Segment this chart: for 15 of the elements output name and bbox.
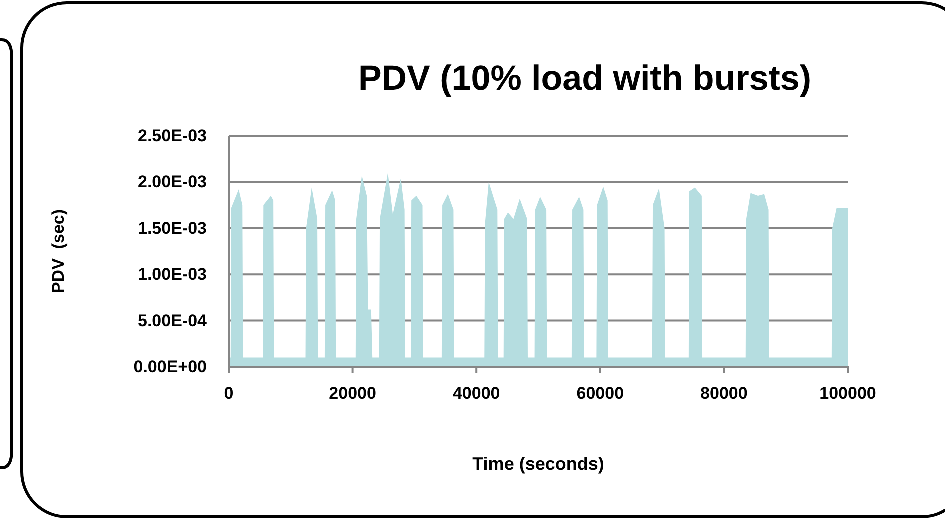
x-tick-label: 40000 (452, 384, 500, 404)
y-axis-title: PDV (sec) (49, 209, 68, 294)
y-tick-label: 2.00E-03 (138, 172, 207, 192)
x-tick-label: 20000 (329, 384, 376, 404)
x-tick-label: 0 (224, 384, 234, 404)
x-tick-label: 100000 (820, 384, 876, 404)
y-tick-label: 1.50E-03 (138, 218, 207, 238)
y-tick-label: 0.00E+00 (134, 357, 207, 376)
x-tick-label: 60000 (576, 384, 624, 404)
x-tick-label: 80000 (700, 384, 748, 404)
y-tick-label: 2.50E-03 (138, 126, 207, 146)
x-axis-title: Time (seconds) (472, 454, 604, 474)
chart-title: PDV (10% load with bursts) (358, 59, 812, 98)
y-tick-label: 5.00E-04 (138, 311, 208, 330)
y-tick-label: 1.00E-03 (138, 265, 207, 284)
